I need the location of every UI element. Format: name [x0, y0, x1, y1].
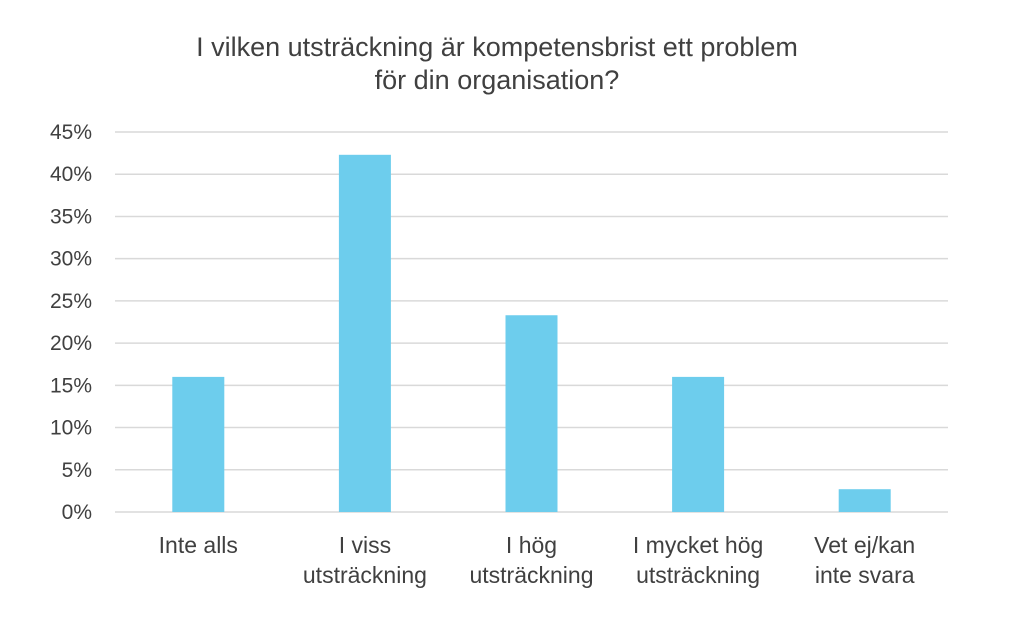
y-tick-label: 25% [50, 290, 92, 313]
chart-title-line-1: I vilken utsträckning är kompetensbrist … [196, 32, 798, 62]
x-category-label-line: Inte alls [159, 532, 238, 558]
x-category-label-line: I mycket hög [633, 532, 763, 558]
x-category-label-line: I hög [506, 532, 557, 558]
chart-title: I vilken utsträckning är kompetensbrist … [196, 32, 798, 95]
x-category-label: I mycket hög utsträckning [633, 532, 763, 588]
x-category-label: I hög utsträckning [469, 532, 593, 588]
y-tick-label: 5% [62, 459, 92, 482]
x-category-label-line: I viss [339, 532, 391, 558]
y-tick-label: 40% [50, 163, 92, 186]
x-category-label-line: utsträckning [636, 562, 760, 588]
x-category-label-line: utsträckning [469, 562, 593, 588]
y-tick-label: 35% [50, 205, 92, 228]
y-tick-label: 45% [50, 121, 92, 144]
bar [172, 376, 225, 512]
y-tick-label: 0% [62, 501, 92, 524]
bar [838, 489, 891, 512]
y-tick-label: 10% [50, 417, 92, 440]
y-tick-label: 30% [50, 248, 92, 271]
x-axis-labels: Inte alls I viss utsträckning I hög utsträck… [159, 532, 916, 588]
bar [505, 315, 558, 512]
x-category-label: I viss utsträckning [303, 532, 427, 588]
bar [338, 154, 391, 513]
x-category-label-line: Vet ej/kan [814, 532, 915, 558]
x-category-label: Vet ej/kan inte svara [814, 532, 915, 588]
bar [672, 376, 725, 512]
chart-title-line-2: för din organisation? [375, 65, 620, 95]
y-tick-label: 15% [50, 374, 92, 397]
x-category-label: Inte alls [159, 532, 238, 558]
bars [172, 154, 891, 513]
y-tick-label: 20% [50, 332, 92, 355]
x-category-label-line: inte svara [815, 562, 915, 588]
x-category-label-line: utsträckning [303, 562, 427, 588]
y-axis-ticks: 0% 5% 10% 15% 20% 25% 30% 35% 40% 45% [50, 121, 92, 524]
